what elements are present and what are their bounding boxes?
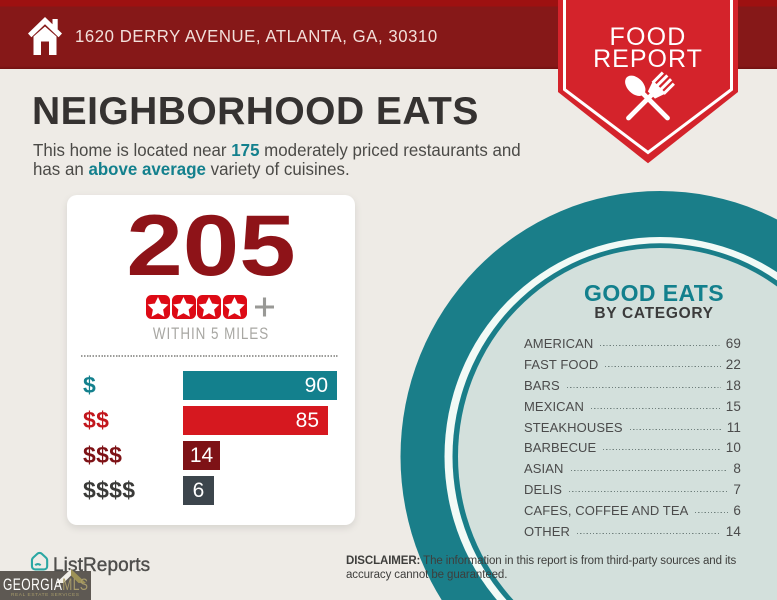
svg-text:FOOD: FOOD bbox=[609, 23, 686, 51]
svg-text:REPORT: REPORT bbox=[593, 45, 703, 73]
